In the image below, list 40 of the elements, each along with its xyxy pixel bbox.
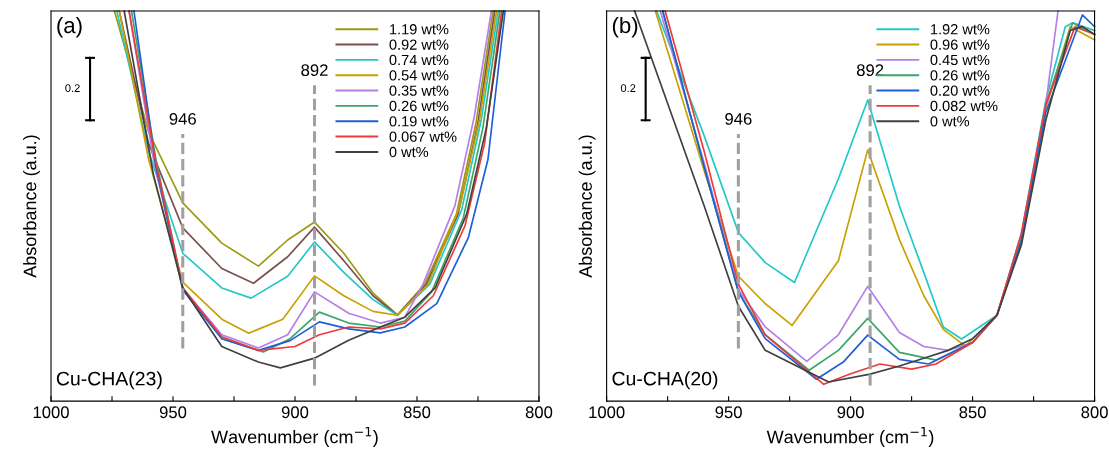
x-axis-title: Wavenumber (cm$^{−1}$) — [766, 427, 934, 447]
x-axis-title: Wavenumber (cm$^{−1}$) — [211, 427, 378, 447]
legend-label: 0.067 wt% — [389, 131, 457, 142]
x-tick-label: 950 — [715, 406, 742, 419]
legend-label: 1.92 wt% — [931, 24, 990, 35]
legend-label: 0.26 wt% — [930, 70, 990, 81]
y-axis-title: Absorbance (a.u.) — [23, 135, 40, 278]
legend-label: 0.082 wt% — [930, 100, 998, 112]
x-tick-label: 800 — [525, 406, 553, 419]
legend-label: 0.35 wt% — [389, 85, 449, 96]
legend-label: 0 wt% — [930, 116, 970, 127]
legend-label: 0.92 wt% — [389, 39, 449, 50]
legend-label: 0.96 wt% — [930, 39, 990, 50]
legend-label: 0.19 wt% — [389, 116, 449, 127]
x-tick-label: 1000 — [589, 406, 625, 419]
x-tick-label: 850 — [403, 406, 431, 419]
legend-label: 0.26 wt% — [389, 100, 449, 112]
x-tick-label: 900 — [837, 406, 864, 419]
annotation: 0.2 — [620, 84, 636, 93]
annotation: 0.2 — [65, 84, 80, 93]
ref-line-label: 946 — [725, 112, 752, 125]
x-tick-label: 950 — [159, 406, 187, 419]
legend-label: 0 wt% — [389, 146, 429, 158]
x-tick-label: 800 — [1081, 406, 1108, 419]
legend-label: 0.20 wt% — [930, 85, 990, 96]
ref-line-label: 892 — [301, 64, 328, 77]
annotation: (a) — [57, 16, 82, 38]
legend-label: 0.74 wt% — [389, 54, 449, 66]
annotation: Cu-CHA(23) — [56, 371, 162, 390]
x-tick-label: 900 — [281, 406, 309, 419]
annotation: (b) — [612, 16, 638, 38]
y-axis-title: Absorbance (a.u.) — [578, 135, 596, 278]
x-tick-label: 1000 — [33, 406, 69, 419]
ref-line-label: 946 — [169, 112, 196, 125]
x-tick-label: 850 — [959, 406, 986, 419]
legend-label: 0.45 wt% — [930, 54, 990, 66]
annotation: Cu-CHA(20) — [612, 371, 718, 390]
legend-label: 0.54 wt% — [389, 70, 449, 81]
legend-label: 1.19 wt% — [390, 24, 449, 35]
ref-line-label: 892 — [856, 64, 884, 77]
